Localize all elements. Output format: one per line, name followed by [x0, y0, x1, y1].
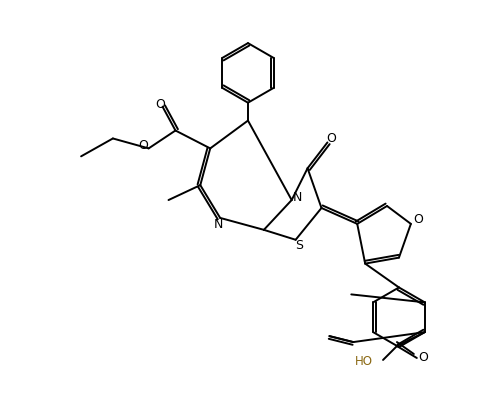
Text: HO: HO: [355, 356, 373, 368]
Text: O: O: [156, 98, 165, 111]
Text: N: N: [293, 191, 303, 204]
Text: O: O: [138, 139, 148, 152]
Text: O: O: [326, 132, 336, 145]
Text: N: N: [213, 218, 223, 232]
Text: O: O: [413, 213, 423, 227]
Text: S: S: [296, 239, 304, 252]
Text: O: O: [418, 351, 427, 365]
